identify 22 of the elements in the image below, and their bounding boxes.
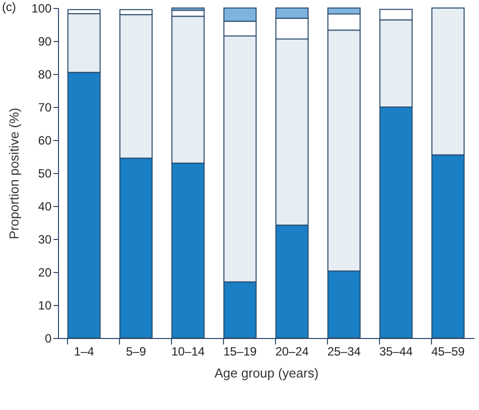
y-tick-label: 90	[38, 34, 52, 48]
text: (c)	[2, 0, 16, 14]
x-tick-label: 45–59	[431, 344, 466, 358]
y-tick-label: 50	[38, 166, 52, 180]
x-tick-label: 1–4	[74, 344, 94, 358]
x-tick-label: 5–9	[126, 344, 146, 358]
x-tick-label: 35–44	[379, 344, 414, 358]
x-tick-label: 25–34	[327, 344, 362, 358]
y-tick-label: 10	[38, 298, 52, 312]
y-axis-title: Proportion positive (%)	[6, 108, 22, 240]
y-tick-label: 70	[38, 100, 52, 114]
y-tick-label: 100	[31, 2, 52, 16]
y-tick-label: 0	[44, 332, 52, 346]
y-tick-label: 80	[38, 68, 52, 82]
x-axis-title: Age group (years)	[214, 366, 319, 380]
y-tick-label: 60	[38, 134, 52, 148]
x-tick-label: 20–24	[275, 344, 310, 358]
y-tick-label: 40	[38, 200, 52, 214]
x-tick-label: 15–19	[223, 344, 258, 358]
x-tick-label: 10–14	[171, 344, 206, 358]
y-tick-label: 30	[38, 232, 52, 246]
y-tick-label: 20	[38, 266, 52, 280]
